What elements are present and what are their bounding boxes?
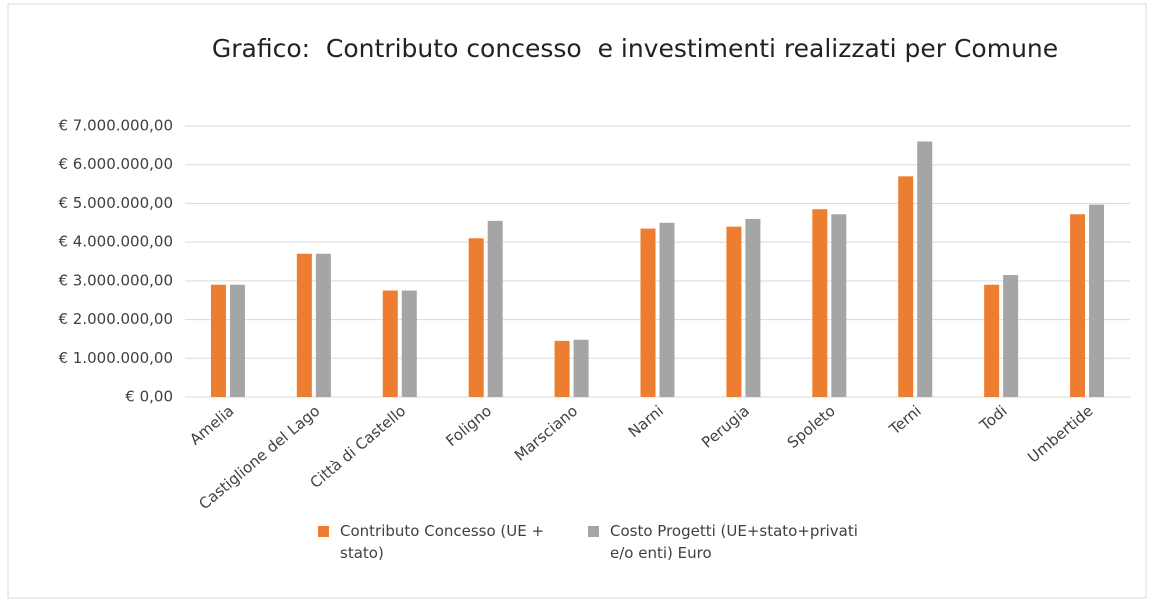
x-tick-label: Amelia xyxy=(186,402,237,449)
x-tick-label: Foligno xyxy=(442,402,495,450)
x-tick-label: Terni xyxy=(885,402,924,439)
y-tick-label: € 2.000.000,00 xyxy=(58,310,173,328)
bar xyxy=(554,340,570,397)
bar xyxy=(1003,275,1019,397)
y-tick-label: € 0,00 xyxy=(125,388,173,406)
x-tick-label: Perugia xyxy=(698,402,753,452)
bar xyxy=(487,220,503,397)
x-tick-label: Spoleto xyxy=(784,402,839,452)
bar xyxy=(573,339,589,397)
bar xyxy=(382,290,398,397)
bar xyxy=(468,238,484,397)
bar xyxy=(210,284,226,397)
bar xyxy=(1070,214,1086,397)
x-tick-label: Narni xyxy=(625,402,667,442)
legend-swatch xyxy=(318,526,329,537)
bar xyxy=(726,226,742,397)
legend-label: Costo Progetti (UE+stato+privati e/o ent… xyxy=(610,522,858,562)
x-tick-label: Todi xyxy=(976,402,1011,435)
bar xyxy=(917,141,933,397)
bar xyxy=(812,209,828,397)
bar xyxy=(401,290,417,397)
legend-label: Contributo Concesso (UE + stato) xyxy=(340,522,545,562)
bar xyxy=(296,253,312,397)
bar xyxy=(1089,204,1105,397)
chart-title: Grafico: Contributo concesso e investime… xyxy=(211,34,1059,63)
x-tick-label: Umbertide xyxy=(1024,402,1096,467)
bar xyxy=(984,284,1000,397)
y-tick-label: € 4.000.000,00 xyxy=(58,233,173,251)
bar xyxy=(229,284,245,397)
y-tick-label: € 7.000.000,00 xyxy=(58,117,173,135)
bar xyxy=(640,228,656,397)
y-tick-label: € 6.000.000,00 xyxy=(58,155,173,173)
y-tick-label: € 5.000.000,00 xyxy=(58,194,173,212)
y-tick-label: € 3.000.000,00 xyxy=(58,271,173,289)
bar xyxy=(745,218,761,397)
chart-border xyxy=(7,3,1147,599)
y-tick-label: € 1.000.000,00 xyxy=(58,349,173,367)
x-tick-label: Marsciano xyxy=(511,402,581,465)
bar xyxy=(315,253,331,397)
bar xyxy=(659,222,675,397)
bar xyxy=(898,176,914,397)
bar xyxy=(831,214,847,397)
legend-swatch xyxy=(588,526,599,537)
